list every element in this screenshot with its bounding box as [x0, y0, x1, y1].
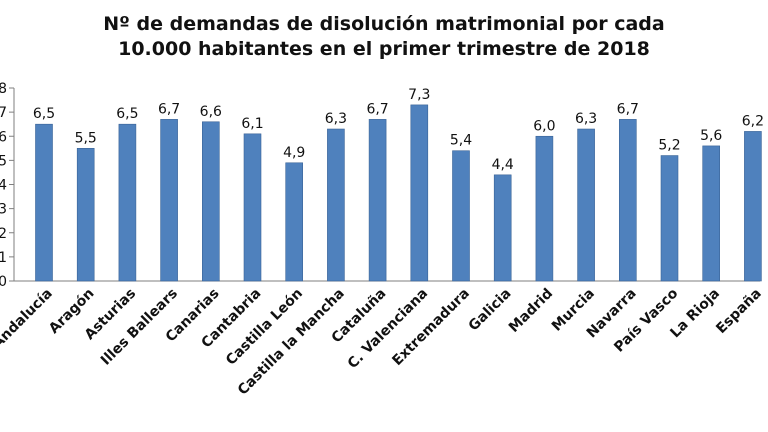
data-label: 6,7: [158, 101, 180, 117]
data-label: 6,5: [116, 106, 138, 122]
x-tick-label: Extremadura: [389, 286, 472, 369]
x-tick-label: Andalucía: [0, 286, 56, 352]
data-label: 6,2: [742, 113, 764, 129]
bar: [660, 155, 679, 282]
data-label: 5,6: [700, 128, 722, 144]
bar: [243, 133, 262, 282]
data-label: 6,6: [200, 104, 222, 120]
data-label: 5,4: [450, 133, 472, 149]
y-tick-label: 7: [0, 105, 7, 121]
bar: [493, 174, 512, 282]
bar: [452, 150, 470, 282]
bar: [577, 128, 595, 282]
y-tick-label: 5: [0, 153, 7, 169]
chart-title-line-1: Nº de demandas de disolución matrimonial…: [103, 13, 665, 35]
bar: [160, 119, 178, 282]
bar: [410, 104, 429, 282]
data-label: 6,7: [366, 101, 388, 117]
bar: [118, 123, 137, 282]
bar: [327, 128, 345, 282]
y-tick-label: 3: [0, 202, 7, 218]
data-label: 7,3: [408, 87, 430, 103]
data-label: 6,7: [617, 101, 639, 117]
y-tick-label: 4: [0, 178, 7, 194]
data-label: 4,9: [283, 145, 305, 161]
y-tick-label: 1: [0, 250, 7, 266]
bar: [368, 119, 387, 282]
x-tick-label: España: [713, 286, 764, 337]
data-label: 6,0: [533, 118, 555, 134]
bar: [535, 135, 554, 282]
y-tick-label: 6: [0, 129, 7, 145]
bar: [202, 121, 220, 282]
data-label: 4,4: [492, 157, 514, 173]
data-label: 6,3: [325, 111, 347, 127]
bar: [744, 131, 762, 282]
data-label: 6,1: [241, 116, 263, 132]
data-label: 6,5: [33, 106, 55, 122]
bar: [285, 162, 304, 282]
bar: [618, 119, 637, 282]
data-label: 6,3: [575, 111, 597, 127]
y-tick-label: 0: [0, 274, 7, 290]
bar: [702, 145, 721, 282]
bar: [76, 148, 95, 282]
chart-title: Nº de demandas de disolución matrimonial…: [0, 12, 768, 62]
data-label: 5,2: [658, 138, 680, 154]
x-tick-label: Madrid: [506, 286, 556, 336]
y-tick-label: 8: [0, 81, 7, 97]
chart-title-line-2: 10.000 habitantes en el primer trimestre…: [118, 38, 650, 60]
bar: [35, 123, 53, 282]
data-label: 5,5: [75, 130, 97, 146]
y-tick-label: 2: [0, 226, 7, 242]
